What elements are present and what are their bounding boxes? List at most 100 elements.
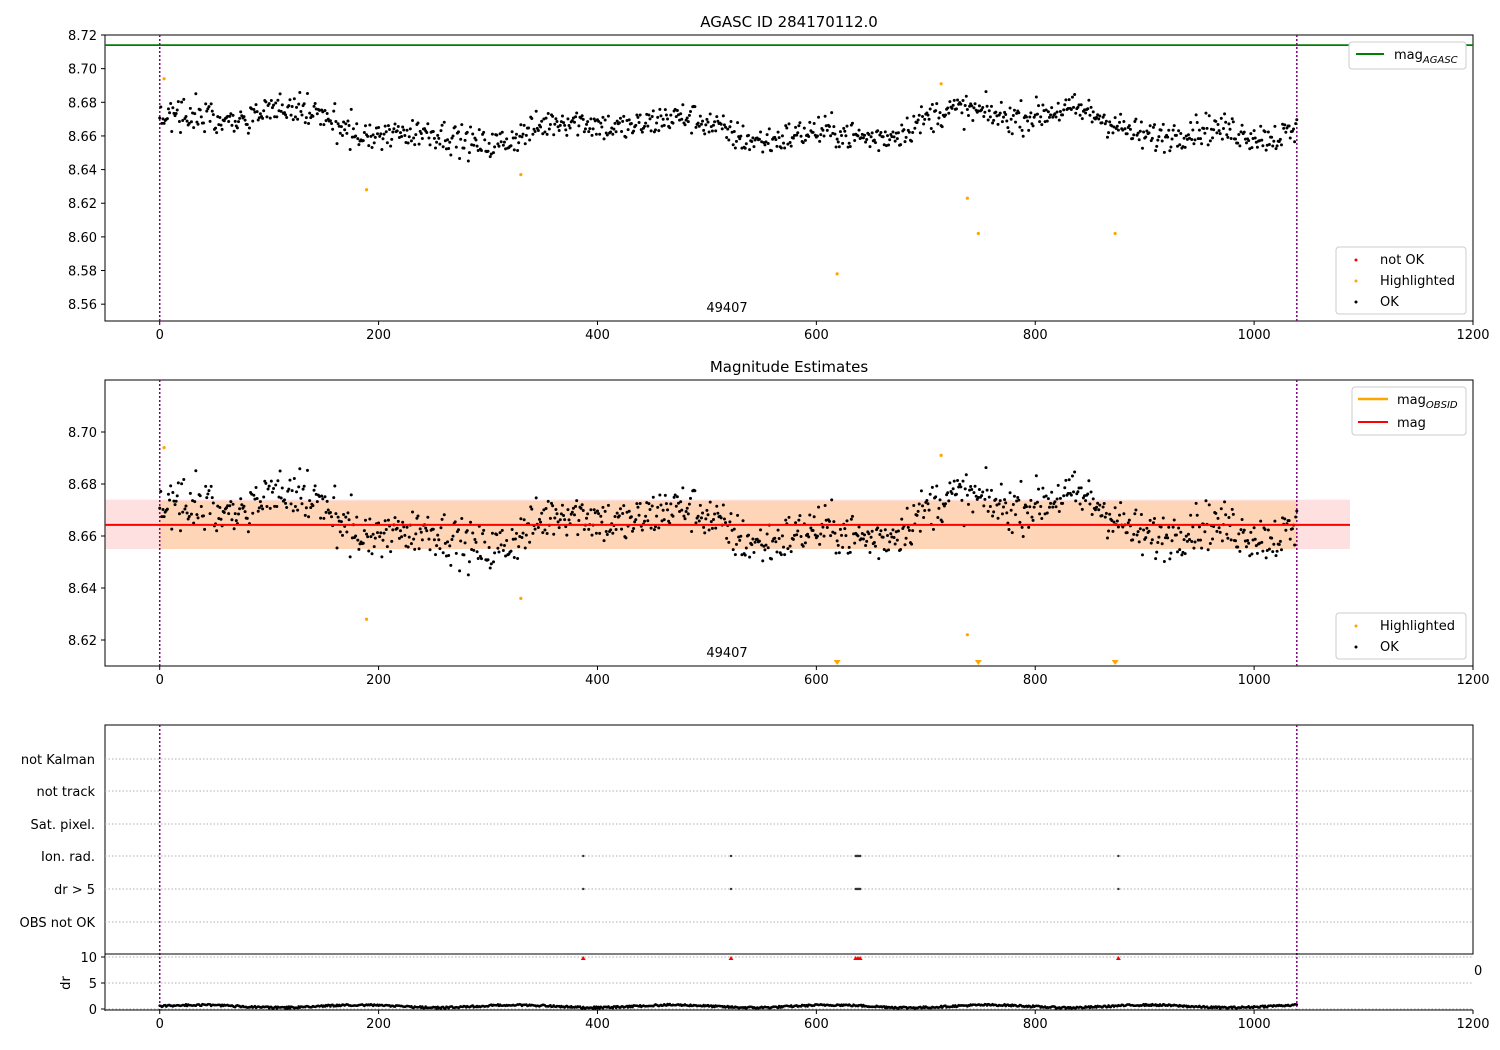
panel1-ok-point-168 xyxy=(342,120,346,124)
panel2-ytick-label-1: 8.64 xyxy=(68,582,97,597)
panel2-ok-point-1035 xyxy=(1290,527,1294,531)
panel2-ok-point-310 xyxy=(497,550,501,554)
panel1-ok-point-656 xyxy=(876,129,880,133)
panel1-ok-point-681 xyxy=(903,140,907,144)
panel1-ok-point-505 xyxy=(710,129,714,133)
panel2-ok-point-570 xyxy=(782,545,786,549)
panel2-ok-point-905 xyxy=(1148,518,1152,522)
panel2-ok-point-328 xyxy=(517,545,521,549)
panel1-ok-point-1038 xyxy=(1294,122,1298,126)
panel1-ok-point-806 xyxy=(1040,123,1044,127)
panel1-ok-point-979 xyxy=(1229,136,1233,140)
panel1-ok-point-689 xyxy=(912,114,916,118)
panel2-ok-point-124 xyxy=(293,505,297,509)
panel1-ok-point-643 xyxy=(861,136,865,140)
panel1-ok-point-404 xyxy=(600,125,604,129)
panel2-ok-point-321 xyxy=(509,549,513,553)
panel2-ok-point-206 xyxy=(383,519,387,523)
panel2-ok-point-331 xyxy=(520,535,524,539)
panel2-ok-point-850 xyxy=(1088,502,1092,506)
panel1-ok-point-884 xyxy=(1125,132,1129,136)
panel2-ok-point-1039 xyxy=(1295,509,1299,513)
panel1-ok-point-968 xyxy=(1217,129,1221,133)
panel2-ok-point-776 xyxy=(1007,527,1011,531)
panel1-ok-point-585 xyxy=(798,121,802,125)
panel2-ok-point-971 xyxy=(1220,539,1224,543)
panel2-ok-point-304 xyxy=(490,531,494,535)
panel2-ok-point-449 xyxy=(649,526,653,530)
panel1-ok-point-12 xyxy=(171,106,175,110)
panel2-ok-point-472 xyxy=(674,504,678,508)
panel2-ok-point-14 xyxy=(173,503,177,507)
panel2-ok-point-606 xyxy=(821,525,825,529)
panel2-ok-point-724 xyxy=(950,491,954,495)
panel1-ok-point-396 xyxy=(591,127,595,131)
panel1-ok-point-850 xyxy=(1088,113,1092,117)
panel2-ok-point-701 xyxy=(925,499,929,503)
panel2-ok-point-924 xyxy=(1169,551,1173,555)
panel2-ok-point-111 xyxy=(279,496,283,500)
panel1-ok-point-373 xyxy=(566,117,570,121)
panel1-ok-point-436 xyxy=(635,113,639,117)
panel2-ok-point-801 xyxy=(1034,474,1038,478)
panel1-ok-point-988 xyxy=(1239,130,1243,134)
panel2-ok-point-208 xyxy=(385,545,389,549)
panel1-ok-point-297 xyxy=(483,138,487,142)
panel2-ok-point-227 xyxy=(406,545,410,549)
panel1-ok-point-908 xyxy=(1151,125,1155,129)
panel1-ok-point-939 xyxy=(1185,137,1189,141)
panel2-ok-point-947 xyxy=(1194,501,1198,505)
panel2-ok-point-228 xyxy=(407,535,411,539)
panel1-ok-point-586 xyxy=(799,134,803,138)
panel2-ok-point-160 xyxy=(333,484,337,488)
panel2-ok-point-105 xyxy=(273,504,277,508)
panel1-ok-point-674 xyxy=(895,137,899,141)
panel2-ok-point-926 xyxy=(1171,525,1175,529)
panel2-ok-point-259 xyxy=(441,551,445,555)
panel1-ok-point-940 xyxy=(1186,133,1190,137)
panel1-ok-point-228 xyxy=(407,135,411,139)
panel2-ok-point-313 xyxy=(500,528,504,532)
panel2-ok-point-186 xyxy=(361,541,365,545)
panel1-ok-point-907 xyxy=(1150,136,1154,140)
panel2-ok-point-154 xyxy=(326,508,330,512)
panel1-ok-point-933 xyxy=(1179,132,1183,136)
panel1-ok-point-10 xyxy=(169,101,173,105)
panel2-ok-point-1019 xyxy=(1273,519,1277,523)
panel1-ok-point-451 xyxy=(651,109,655,113)
panel2-ok-point-994 xyxy=(1246,538,1250,542)
panel1-ok-point-671 xyxy=(892,135,896,139)
panel1-ok-point-1 xyxy=(159,105,163,109)
panel2-ok-point-827 xyxy=(1063,486,1067,490)
panel1-ok-point-270 xyxy=(453,125,457,129)
panel2-ok-point-406 xyxy=(602,539,606,543)
panel1-ok-point-221 xyxy=(400,134,404,138)
panel2-ok-point-658 xyxy=(878,532,882,536)
panel2-ok-point-857 xyxy=(1096,501,1100,505)
panel1-ok-point-466 xyxy=(668,126,672,130)
panel2-ok-point-467 xyxy=(669,502,673,506)
panel1-ok-point-713 xyxy=(938,111,942,115)
panel2-ok-point-235 xyxy=(415,516,419,520)
panel1-ok-point-969 xyxy=(1218,132,1222,136)
panel2-ok-point-365 xyxy=(557,526,561,530)
panel2-ok-point-346 xyxy=(536,526,540,530)
panel1-ok-point-577 xyxy=(789,144,793,148)
panel1-ok-point-403 xyxy=(599,121,603,125)
panel1-ok-point-2 xyxy=(160,121,164,125)
panel1-ok-point-507 xyxy=(713,120,717,124)
panel1-ok-point-110 xyxy=(278,92,282,96)
panel2-ok-point-8 xyxy=(166,492,170,496)
panel1-ok-point-461 xyxy=(662,123,666,127)
panel2-ok-point-796 xyxy=(1029,498,1033,502)
panel2-ok-point-868 xyxy=(1108,512,1112,516)
panel2-ok-point-420 xyxy=(617,514,621,518)
panel2-ok-point-955 xyxy=(1203,530,1207,534)
panel2-ok-point-503 xyxy=(708,500,712,504)
panel2-ok-point-618 xyxy=(834,551,838,555)
panel2-ok-point-456 xyxy=(657,526,661,530)
panel2-ok-point-364 xyxy=(556,520,560,524)
panel1-ok-point-231 xyxy=(411,118,415,122)
panel1-ok-point-690 xyxy=(913,126,917,130)
panel2-ok-point-654 xyxy=(873,544,877,548)
